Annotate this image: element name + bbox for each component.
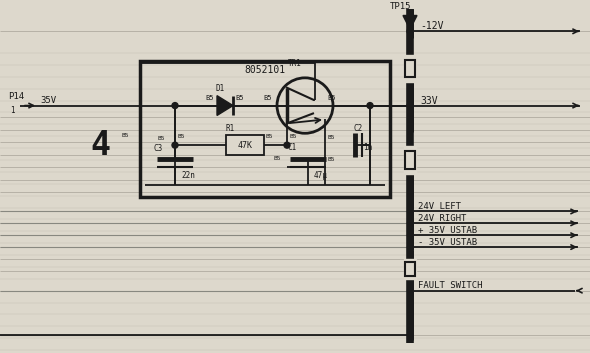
Text: 47K: 47K (238, 140, 253, 150)
Text: 35V: 35V (40, 96, 56, 105)
Text: B5: B5 (122, 133, 129, 138)
Text: 22n: 22n (181, 171, 195, 180)
Text: B5: B5 (273, 156, 280, 161)
Text: B5: B5 (157, 136, 165, 141)
Circle shape (408, 245, 412, 250)
Circle shape (408, 288, 412, 293)
Bar (405, 60, 415, 77)
Text: B5: B5 (205, 95, 214, 101)
Text: TR1: TR1 (288, 60, 302, 68)
Polygon shape (403, 16, 417, 29)
Text: B5: B5 (177, 134, 185, 139)
Circle shape (172, 142, 178, 148)
Circle shape (407, 103, 413, 108)
Bar (404, 146, 416, 174)
Text: D1: D1 (215, 84, 225, 93)
Text: 4: 4 (90, 128, 110, 162)
Polygon shape (217, 96, 233, 115)
Text: P14: P14 (8, 92, 24, 101)
Text: B5: B5 (263, 95, 271, 101)
Circle shape (284, 142, 290, 148)
Text: 24V RIGHT: 24V RIGHT (418, 214, 466, 223)
Text: 24V LEFT: 24V LEFT (418, 202, 461, 211)
Text: 47μ: 47μ (314, 171, 328, 180)
Text: C1: C1 (288, 143, 297, 152)
Text: C2: C2 (353, 124, 362, 133)
Text: 33V: 33V (420, 96, 438, 106)
Circle shape (408, 209, 412, 214)
Bar (226, 135, 264, 155)
Circle shape (172, 103, 178, 108)
Bar (405, 151, 415, 169)
Circle shape (408, 221, 412, 226)
Text: -12V: -12V (420, 22, 444, 31)
Text: C3: C3 (153, 144, 162, 152)
Bar (404, 259, 416, 279)
Bar (140, 61, 390, 197)
Text: B5: B5 (327, 156, 335, 162)
Bar (404, 55, 416, 82)
Text: 1n: 1n (363, 143, 372, 152)
Circle shape (408, 333, 412, 338)
Text: - 35V USTAB: - 35V USTAB (418, 238, 477, 247)
Bar (405, 262, 415, 276)
Text: B5: B5 (327, 95, 336, 101)
Text: B5: B5 (266, 134, 274, 139)
Text: TP15: TP15 (390, 1, 411, 11)
Text: B5: B5 (289, 134, 297, 139)
Text: B5: B5 (327, 135, 335, 140)
Text: 8052101: 8052101 (244, 65, 286, 75)
Text: B5: B5 (235, 95, 244, 101)
Text: R1: R1 (225, 124, 234, 133)
Circle shape (367, 103, 373, 108)
Circle shape (408, 233, 412, 238)
Text: FAULT SWITCH: FAULT SWITCH (418, 281, 483, 290)
Text: + 35V USTAB: + 35V USTAB (418, 226, 477, 235)
Circle shape (407, 28, 413, 34)
Text: 1: 1 (10, 106, 15, 115)
